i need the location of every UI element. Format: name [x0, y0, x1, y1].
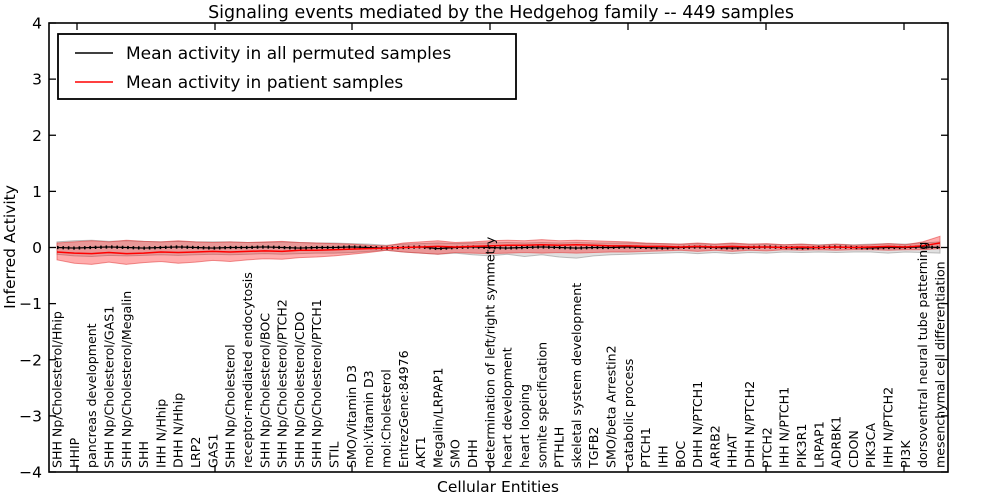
x-category-label: somite specification — [534, 342, 549, 468]
x-category-label: receptor-mediated endocytosis — [240, 272, 255, 468]
x-category-label: HHIP — [67, 437, 82, 468]
x-category-label: SHH Np/Cholesterol/Hhip — [50, 311, 65, 468]
x-category-label: IHH N/PTCH1 — [777, 387, 792, 468]
y-tick-label: 1 — [32, 183, 42, 201]
x-category-label: determination of left/right symmetry — [482, 236, 497, 468]
y-tick-label: 0 — [32, 239, 42, 257]
patient-mean-line — [56, 242, 941, 255]
y-tick-label: 4 — [32, 15, 42, 33]
permuted-mean-line-markers — [56, 245, 941, 251]
x-category-label: SHH Np/Cholesterol/GAS1 — [101, 306, 116, 468]
confidence-bands — [56, 235, 941, 265]
x-category-label: SHH Np/Cholesterol/PTCH1 — [309, 299, 324, 468]
x-category-label: CDON — [846, 430, 861, 468]
x-category-label: SMO/beta Arrestin2 — [604, 345, 619, 468]
x-category-label: SHH Np/Cholesterol/CDO — [292, 312, 307, 468]
x-category-label: ARRB2 — [707, 425, 722, 468]
x-category-label: ADRBK1 — [829, 416, 844, 468]
x-category-label: catabolic process — [621, 359, 636, 468]
x-category-label: heart looping — [517, 384, 532, 468]
x-category-label: GAS1 — [205, 434, 220, 468]
x-category-label: LRP2 — [188, 437, 203, 468]
x-category-label: PTCH2 — [759, 427, 774, 468]
x-category-label: dorsoventral neural tube patterning — [915, 242, 930, 468]
axis-ticks — [49, 22, 948, 473]
x-category-label: DHH N/PTCH2 — [742, 381, 757, 468]
y-tick-label: −2 — [19, 351, 42, 369]
y-tick-labels: −4 −3 −2 −1 0 1 2 3 4 — [19, 15, 42, 482]
legend: Mean activity in all permuted samples Me… — [57, 33, 517, 100]
x-category-label: mesenchymal cell differentiation — [933, 261, 948, 468]
x-category-label: AKT1 — [413, 436, 428, 468]
x-category-label: PTHLH — [552, 427, 567, 468]
legend-label-permuted-samples: Mean activity in all permuted samples — [126, 44, 451, 64]
x-category-label: mol:Vitamin D3 — [361, 370, 376, 468]
x-category-label: SHH Np/Cholesterol — [223, 344, 238, 468]
x-axis-label: Cellular Entities — [437, 478, 559, 496]
y-tick-label: −4 — [19, 464, 42, 482]
x-category-label: PI3K — [898, 440, 913, 468]
x-category-label: SHH — [136, 441, 151, 468]
x-category-label: PTCH1 — [638, 427, 653, 468]
y-axis-label: Inferred Activity — [1, 185, 19, 309]
x-category-labels: SHH Np/Cholesterol/Hhip HHIP pancreas deve… — [50, 236, 948, 469]
x-category-label: IHH N/Hhip — [153, 399, 168, 468]
x-category-label: STIL — [327, 442, 342, 468]
x-category-label: SMO/Vitamin D3 — [344, 365, 359, 468]
x-category-label: heart development — [500, 347, 515, 468]
x-category-label: mol:Cholesterol — [378, 369, 393, 468]
legend-label-patient-samples: Mean activity in patient samples — [126, 73, 403, 93]
x-category-label: EntrezGene:84976 — [396, 350, 411, 468]
y-tick-label: 2 — [32, 127, 42, 145]
x-category-label: TGFB2 — [586, 427, 601, 469]
y-tick-label: −3 — [19, 407, 42, 425]
y-tick-label: −1 — [19, 295, 42, 313]
x-category-label: IHH N/PTCH2 — [881, 387, 896, 468]
x-category-label: PIK3CA — [863, 423, 878, 468]
x-category-label: SHH Np/Cholesterol/PTCH2 — [275, 299, 290, 468]
x-category-label: LRPAP1 — [811, 421, 826, 468]
x-category-label: SMO — [448, 439, 463, 468]
chart-title: Signaling events mediated by the Hedgeho… — [208, 3, 794, 23]
legend-box — [57, 33, 517, 100]
series-lines — [56, 242, 941, 255]
x-category-label: DHH N/Hhip — [171, 393, 186, 468]
x-category-label: BOC — [673, 441, 688, 468]
patient-samples-band — [56, 235, 941, 265]
x-category-label: DHH N/PTCH1 — [690, 381, 705, 468]
x-category-label: HHAT — [725, 433, 740, 468]
permuted-samples-band — [56, 239, 941, 259]
x-category-label: Megalin/LRPAP1 — [430, 368, 445, 468]
x-category-label: IHH — [655, 445, 670, 468]
x-category-label: DHH — [465, 439, 480, 468]
x-category-label: skeletal system development — [569, 283, 584, 468]
x-category-label: PIK3R1 — [794, 424, 809, 468]
x-category-label: SHH Np/Cholesterol/Megalin — [119, 291, 134, 468]
x-category-label: pancreas development — [84, 323, 99, 468]
x-category-label: SHH Np/Cholesterol/BOC — [257, 313, 272, 468]
y-tick-label: 3 — [32, 71, 42, 89]
